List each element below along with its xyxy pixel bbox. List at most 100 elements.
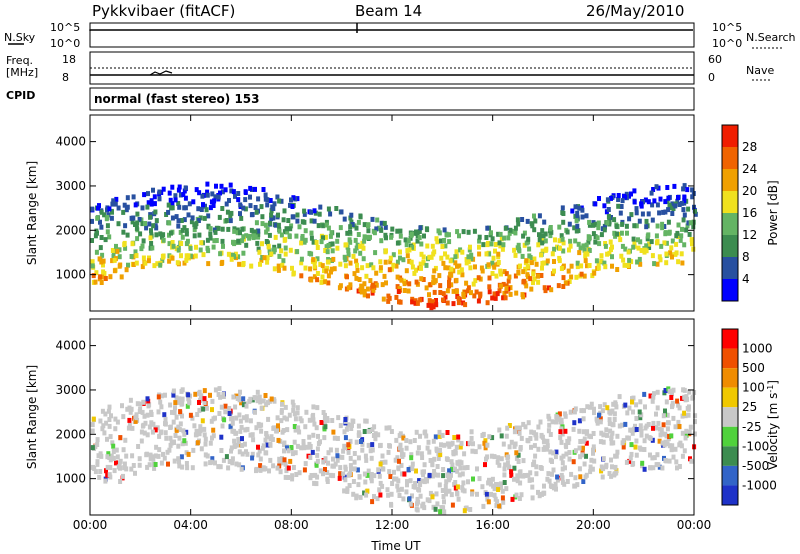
heatmap-cell [180, 401, 185, 407]
heatmap-cell [357, 474, 362, 480]
heatmap-cell [644, 433, 649, 439]
heatmap-cell [197, 407, 202, 413]
heatmap-cell [438, 509, 443, 515]
heatmap-cell [398, 228, 403, 234]
heatmap-cell [144, 451, 149, 457]
heatmap-cell [270, 437, 275, 442]
heatmap-cell [348, 260, 353, 266]
heatmap-cell [559, 439, 564, 445]
heatmap-cell [509, 469, 514, 475]
heatmap-cell [263, 192, 268, 198]
heatmap-cell [516, 452, 521, 458]
heatmap-cell [188, 412, 193, 418]
heatmap-cell [353, 248, 358, 254]
heatmap-cell [680, 226, 684, 232]
heatmap-cell [387, 469, 392, 475]
heatmap-cell [399, 486, 404, 492]
heatmap-cell [561, 248, 566, 254]
heatmap-cell [626, 249, 631, 255]
heatmap-cell [507, 444, 512, 450]
heatmap-cell [663, 388, 668, 393]
heatmap-cell [524, 283, 529, 289]
heatmap-cell [227, 198, 231, 203]
heatmap-cell [505, 455, 510, 460]
heatmap-cell [311, 404, 316, 410]
heatmap-cell [422, 462, 427, 468]
heatmap-cell [424, 285, 429, 291]
heatmap-cell [238, 202, 243, 208]
heatmap-cell [640, 460, 645, 466]
heatmap-cell [601, 439, 606, 445]
heatmap-cell [561, 275, 566, 281]
heatmap-cell [447, 468, 452, 474]
heatmap-cell [366, 228, 371, 234]
heatmap-cell [488, 481, 493, 487]
heatmap-cell [256, 444, 260, 450]
heatmap-cell [146, 200, 151, 206]
heatmap-cell [483, 438, 488, 444]
heatmap-cell [460, 249, 465, 255]
heatmap-cell [558, 435, 563, 441]
heatmap-cell [561, 219, 566, 225]
heatmap-cell [184, 228, 189, 234]
heatmap-cell [316, 441, 321, 446]
heatmap-cell [328, 233, 333, 239]
heatmap-cell [213, 415, 217, 421]
heatmap-cell [313, 472, 318, 478]
heatmap-cell [395, 228, 400, 234]
heatmap-cell [354, 495, 359, 501]
heatmap-cell [275, 194, 280, 200]
heatmap-cell [321, 459, 326, 465]
heatmap-cell [326, 225, 331, 231]
heatmap-cell [138, 401, 143, 407]
heatmap-cell [553, 454, 558, 460]
heatmap-cell [178, 399, 182, 405]
heatmap-cell [431, 280, 436, 286]
heatmap-cell [110, 248, 115, 253]
heatmap-cell [357, 277, 362, 282]
heatmap-cell [143, 420, 148, 426]
heatmap-cell [141, 255, 146, 261]
heatmap-cell [527, 477, 532, 483]
heatmap-cell [439, 255, 444, 261]
heatmap-cell [146, 191, 150, 197]
heatmap-cell [193, 391, 198, 397]
heatmap-cell [351, 253, 356, 259]
heatmap-cell [152, 194, 157, 200]
heatmap-cell [90, 206, 95, 212]
heatmap-cell [597, 241, 602, 247]
heatmap-cell [208, 205, 213, 211]
heatmap-cell [581, 429, 586, 435]
heatmap-cell [124, 453, 129, 459]
heatmap-cell [376, 432, 381, 438]
heatmap-cell [463, 302, 468, 308]
heatmap-cell [297, 429, 302, 435]
heatmap-cell [665, 412, 670, 418]
heatmap-cell [612, 471, 617, 477]
heatmap-cell [499, 456, 504, 462]
heatmap-cell [489, 230, 493, 236]
heatmap-cell [561, 240, 566, 246]
heatmap-cell [244, 449, 248, 455]
heatmap-cell [329, 230, 334, 236]
colorbar-swatch [722, 147, 738, 169]
heatmap-cell [648, 435, 653, 441]
heatmap-cell [232, 226, 237, 232]
heatmap-cell [321, 410, 326, 415]
y-tick-label: 4000 [55, 135, 86, 149]
heatmap-cell [404, 489, 409, 495]
heatmap-cell [456, 437, 461, 443]
heatmap-cell [156, 394, 161, 400]
heatmap-cell [581, 243, 586, 249]
heatmap-cell [182, 260, 187, 266]
heatmap-cell [398, 299, 403, 305]
heatmap-cell [638, 239, 643, 245]
heatmap-cell [410, 264, 415, 270]
colorbar-tick-label: -500 [742, 459, 769, 473]
heatmap-cell [180, 234, 185, 240]
heatmap-cell [572, 409, 577, 415]
heatmap-cell [289, 223, 294, 229]
heatmap-cell [323, 234, 328, 240]
heatmap-cell [582, 273, 587, 279]
